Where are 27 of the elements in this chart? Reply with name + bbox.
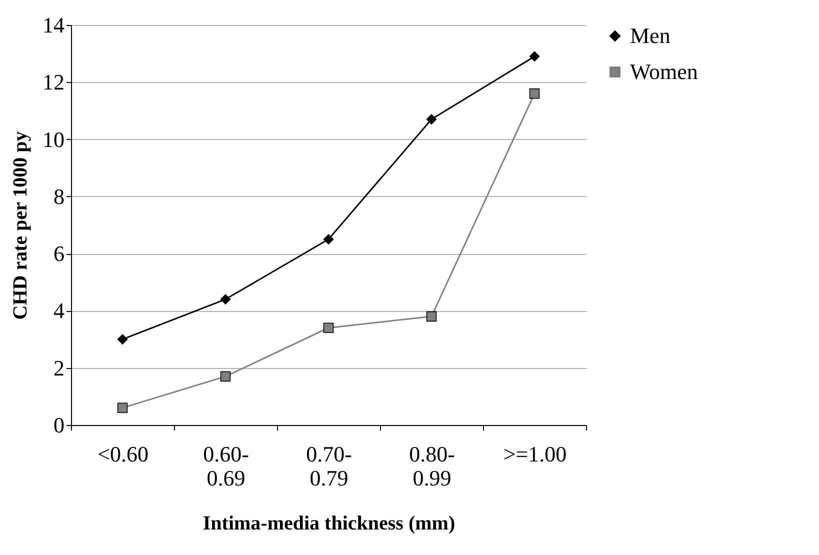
point (220, 371, 231, 382)
point (220, 294, 231, 304)
point (529, 51, 540, 62)
x-tick-label: 0.80-0.99 (409, 442, 455, 490)
y-axis-title: CHD rate per 1000 py (10, 131, 32, 320)
legend-label: Men (630, 23, 670, 48)
point (117, 402, 128, 413)
point (529, 88, 540, 99)
y-tick-label: 8 (54, 184, 64, 209)
point (426, 114, 437, 124)
x-tick-label: <0.60 (98, 442, 148, 466)
x-axis-title: Intima-media thickness (mm) (202, 512, 456, 534)
y-tick-label: 2 (54, 355, 64, 380)
point (117, 334, 128, 344)
y-tick-label: 0 (54, 412, 64, 438)
x-tick-label: >=1.00 (503, 442, 567, 466)
y-tick-label: 14 (42, 12, 64, 38)
y-tick-label: 6 (54, 241, 64, 266)
y-tick-label: 10 (42, 126, 64, 152)
x-tick-label: 0.70-0.79 (306, 442, 352, 490)
point (426, 311, 437, 322)
point (323, 234, 334, 244)
point (323, 322, 334, 333)
y-tick-label: 4 (54, 298, 64, 324)
x-tick-label: 0.60-0.69 (203, 442, 249, 490)
legend-label: Women (630, 59, 698, 84)
y-tick-label: 12 (42, 70, 64, 95)
